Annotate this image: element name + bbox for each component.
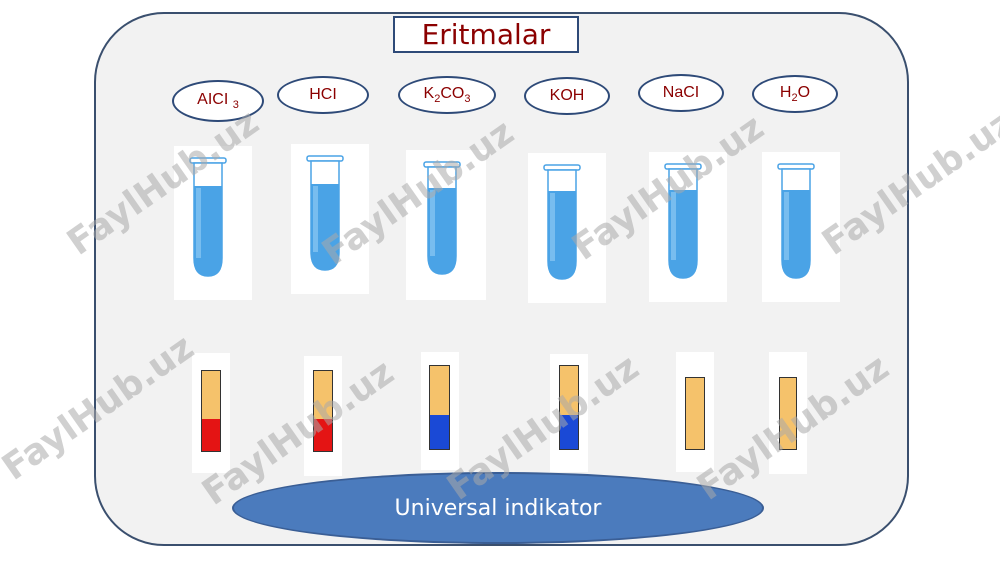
tube-5-graphic [664,163,702,279]
strip-3-upper [430,366,449,415]
label-h2o: H2O [752,75,838,113]
strip-3-lower [430,415,449,449]
strip-card-1 [192,353,230,473]
indicator-strip-4 [559,365,579,450]
label-k2co3-text: K2CO3 [423,84,471,106]
universal-indicator-oval: Universal indikator [232,472,764,544]
label-k2co3: K2CO3 [398,76,496,114]
indicator-strip-5 [685,377,705,450]
page-title: Eritmalar [393,16,579,53]
universal-indicator-label: Universal indikator [394,495,602,521]
label-nacl-text: NaCI [662,84,700,101]
page-title-text: Eritmalar [421,18,551,51]
tube-4-graphic [543,164,581,280]
label-koh-text: KOH [549,87,585,104]
indicator-strip-1 [201,370,221,452]
indicator-strip-3 [429,365,450,450]
test-tube-2 [291,144,369,294]
test-tube-6 [762,152,840,302]
strip-card-2 [304,356,342,476]
label-hcl-text: HCI [309,86,337,103]
tube-2-graphic [306,155,344,271]
strip-2-lower [314,419,332,451]
label-koh: KOH [524,77,610,115]
label-alcl3: AICI 3 [172,80,264,122]
test-tube-5 [649,152,727,302]
strip-card-3 [421,352,459,470]
tube-6-graphic [777,163,815,279]
strip-1-upper [202,371,220,419]
strip-2-upper [314,371,332,419]
label-h2o-text: H2O [779,83,811,105]
test-tube-1 [174,146,252,300]
strip-card-6 [769,352,807,474]
test-tube-3 [406,150,486,300]
indicator-strip-6 [779,377,797,450]
label-nacl: NaCI [638,74,724,112]
strip-1-lower [202,419,220,451]
strip-card-5 [676,352,714,472]
strip-card-4 [550,354,588,472]
label-alcl3-text: AICI 3 [197,90,239,112]
indicator-strip-2 [313,370,333,452]
tube-3-graphic [423,161,461,275]
label-hcl: HCI [277,76,369,114]
strip-4-lower [560,415,578,449]
tube-1-graphic [189,157,227,277]
test-tube-4 [528,153,606,303]
strip-4-upper [560,366,578,415]
